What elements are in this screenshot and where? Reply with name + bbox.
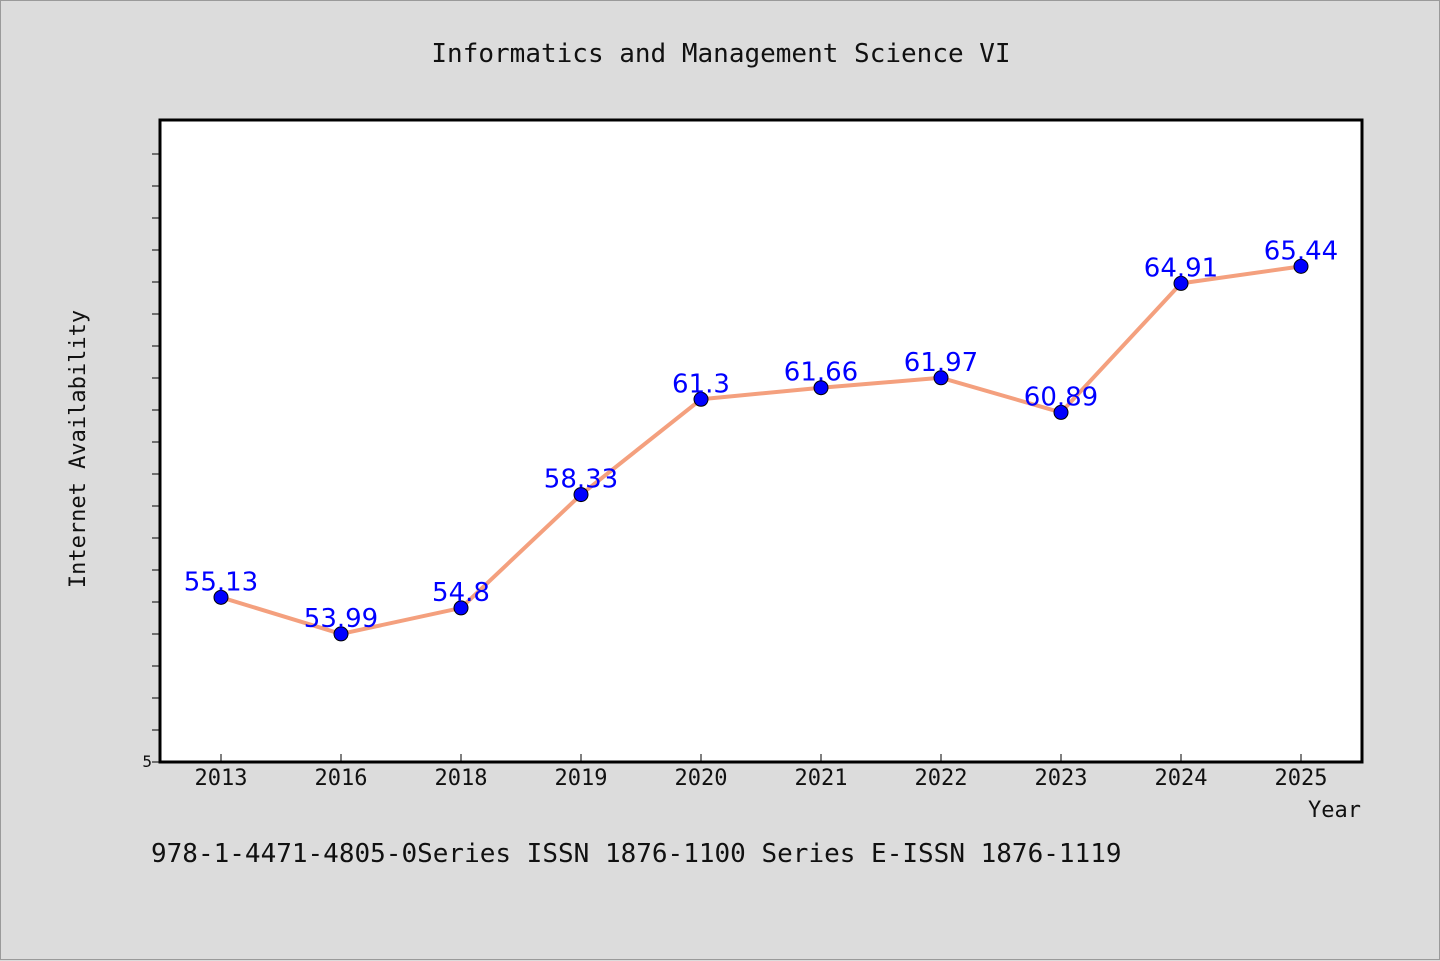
data-labels: 55.13 53.99 54.8 58.33 61.3 61.66 61.97 60.89 64… [184, 236, 1338, 634]
data-point-2022 [933, 370, 949, 386]
chart-title: Informatics and Management Science VI [431, 39, 1010, 69]
data-point-2025 [1293, 258, 1309, 274]
x-tick-label-2018: 2018 [435, 766, 488, 791]
data-label-2025: 65.44 [1264, 236, 1338, 266]
x-tick-label-2024: 2024 [1155, 766, 1208, 791]
data-label-2013: 55.13 [184, 567, 258, 597]
data-label-2016: 53.99 [304, 604, 378, 634]
y-tick-label: 5 [142, 752, 152, 771]
data-point-2021 [813, 380, 829, 396]
data-point-2023 [1053, 404, 1069, 420]
x-tick-label-2022: 2022 [915, 766, 968, 791]
data-markers [213, 258, 1309, 642]
plot-area [158, 118, 1364, 764]
data-point-2024 [1173, 275, 1189, 291]
x-tick-label-2019: 2019 [555, 766, 608, 791]
x-axis-label: Year [1308, 798, 1361, 823]
data-label-2020: 61.3 [672, 369, 730, 399]
x-tick-label-2025: 2025 [1275, 766, 1328, 791]
data-label-2019: 58.33 [544, 465, 618, 495]
data-label-2021: 61.66 [784, 358, 858, 388]
y-axis-ticks: 5 [142, 153, 160, 771]
data-label-2023: 60.89 [1024, 382, 1098, 412]
x-axis-ticks: 2013 2016 2018 2019 2020 2021 2022 2023 2024 2025 [195, 754, 1328, 791]
series-internet-availability [220, 264, 1302, 636]
series-line [220, 264, 1302, 636]
x-tick-label-2016: 2016 [315, 766, 368, 791]
footer-isbn-issn: 978-1-4471-4805-0Series ISSN 1876-1100 S… [151, 839, 1122, 869]
data-label-2018: 54.8 [432, 578, 490, 608]
data-point-2019 [573, 487, 589, 503]
x-tick-label-2020: 2020 [675, 766, 728, 791]
data-point-2020 [693, 391, 709, 407]
data-label-2022: 61.97 [904, 348, 978, 378]
data-point-2018 [453, 600, 469, 616]
data-point-2016 [333, 626, 349, 642]
data-point-2013 [213, 589, 229, 605]
x-tick-label-2023: 2023 [1035, 766, 1088, 791]
data-label-2024: 64.91 [1144, 253, 1218, 283]
x-tick-label-2021: 2021 [795, 766, 848, 791]
y-axis-label: Internet Availability [66, 310, 91, 588]
x-tick-label-2013: 2013 [195, 766, 248, 791]
